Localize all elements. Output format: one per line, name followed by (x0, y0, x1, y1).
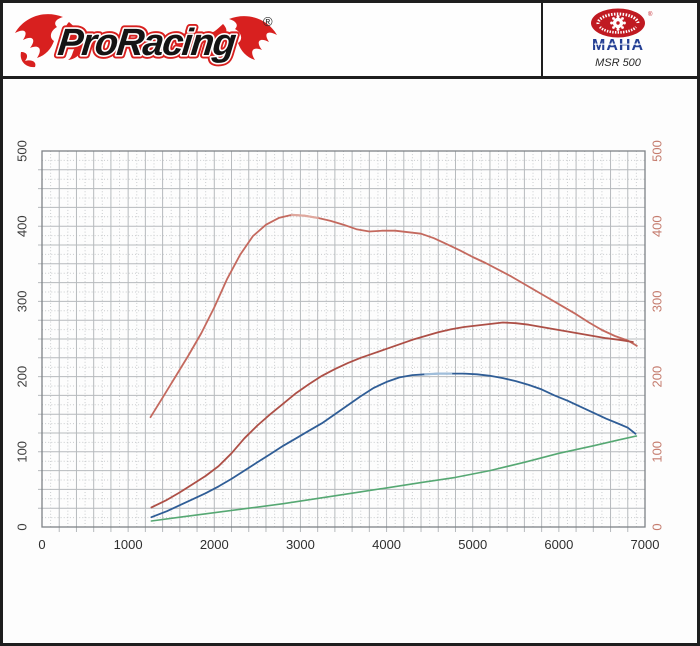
dyno-chart-area: 0 1000 2000 3000 4000 5000 6000 7000 0 100 200 300 4… (3, 79, 697, 643)
grid-minor (42, 151, 645, 527)
flame-icon (206, 15, 277, 62)
y-right-labels: 0 100 200 300 400 500 (649, 140, 664, 530)
registered-mark: ® (263, 14, 273, 29)
proracing-wordmark: ProRacing ProRacing ProRacing (52, 18, 241, 67)
blue-curve (150, 372, 637, 519)
dyno-chart: 0 1000 2000 3000 4000 5000 6000 700001002003004… (14, 140, 664, 552)
x-tick-label: 7000 (631, 537, 660, 552)
y-left-labels: 0 100 200 300 400 500 (14, 140, 29, 530)
maha-logo-cell: ® MAHA MSR 500 (541, 3, 697, 76)
wordmark-outline: ProRacing (56, 22, 238, 64)
flame-icon (15, 13, 86, 67)
y-right-tick-label: 400 (649, 215, 664, 237)
y-left-tick-label: 300 (14, 291, 29, 313)
gear-emblem-icon (591, 8, 645, 37)
proracing-logo-graphic: ProRacing ProRacing ProRacing ® (15, 13, 277, 67)
y-left-tick-label: 100 (14, 441, 29, 463)
x-tick-label: 3000 (286, 537, 315, 552)
curve-highlights (290, 213, 453, 376)
y-right-tick-label: 200 (649, 366, 664, 388)
x-tick-label: 5000 (458, 537, 487, 552)
y-left-tick-label: 400 (14, 215, 29, 237)
dark-red-curve (150, 321, 634, 509)
grid-major (38, 151, 645, 532)
plot-border (41, 150, 646, 528)
y-right-tick-label: 300 (649, 291, 664, 313)
peak-highlight (424, 372, 453, 376)
wordmark-inline: ProRacing (56, 22, 238, 64)
x-tick-label: 0 (38, 537, 45, 552)
curves (149, 213, 638, 522)
y-right-tick-label: 100 (649, 441, 664, 463)
y-right-tick-label: 500 (649, 140, 664, 162)
red-upper-curve (149, 213, 638, 419)
maha-wordmark-slit (594, 43, 642, 45)
proracing-logo: ProRacing ProRacing ProRacing ® (3, 3, 541, 76)
peak-highlight (290, 213, 319, 219)
y-right-tick-label: 0 (649, 523, 664, 530)
x-axis-labels: 0 1000 2000 3000 4000 5000 6000 7000 (38, 537, 659, 552)
x-tick-label: 1000 (114, 537, 143, 552)
x-tick-label: 4000 (372, 537, 401, 552)
maha-logo-graphic: ® MAHA MSR 500 (591, 8, 653, 69)
y-left-tick-label: 0 (14, 523, 29, 530)
y-left-tick-label: 200 (14, 366, 29, 388)
registered-mark: ® (648, 11, 653, 18)
sheet-header: ProRacing ProRacing ProRacing ® (3, 3, 697, 79)
maha-wordmark: MAHA (592, 37, 644, 54)
x-tick-label: 6000 (544, 537, 573, 552)
y-left-tick-label: 500 (14, 140, 29, 162)
equipment-model: MSR 500 (595, 57, 642, 69)
x-tick-label: 2000 (200, 537, 229, 552)
green-curve (150, 435, 638, 522)
wordmark-fill: ProRacing (56, 22, 238, 64)
